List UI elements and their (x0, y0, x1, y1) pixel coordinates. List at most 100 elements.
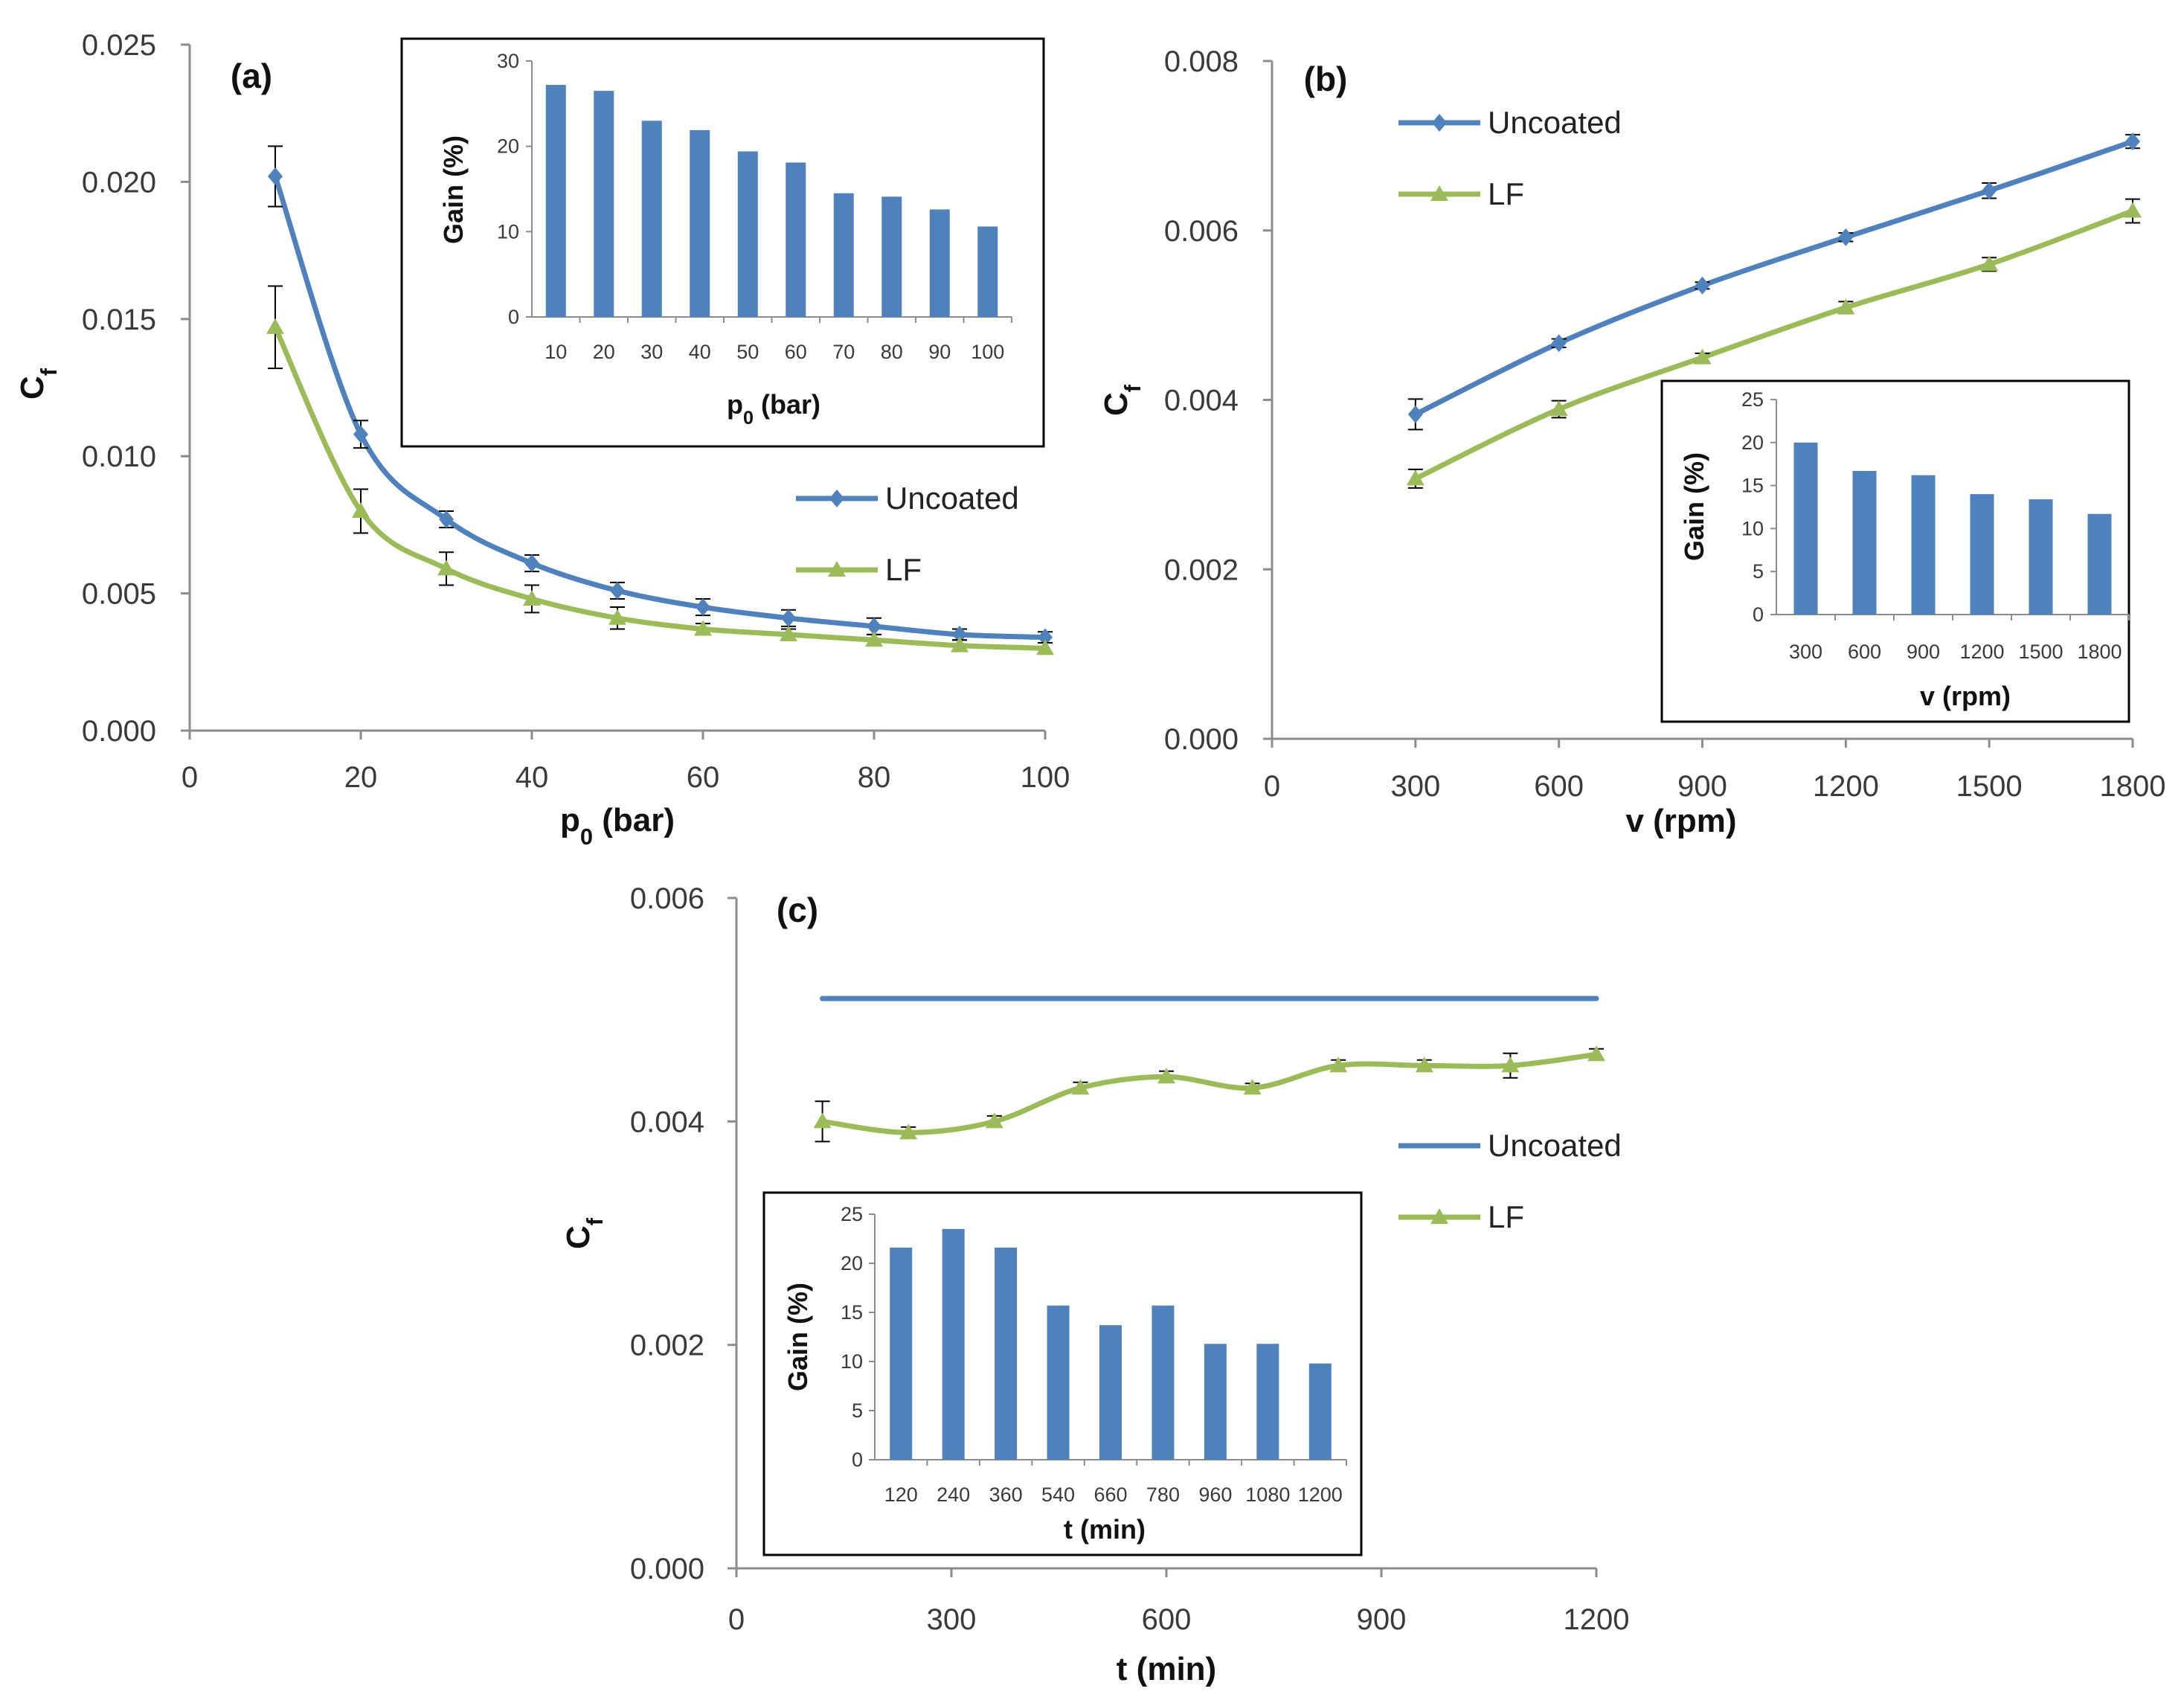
data-point (524, 554, 539, 573)
inset-y-tick-label: 10 (841, 1350, 863, 1373)
x-tick-label: 600 (1534, 770, 1584, 803)
inset-x-tick-label: 20 (593, 341, 615, 363)
inset-y-tick-label: 20 (841, 1252, 863, 1274)
x-tick-label: 60 (687, 761, 720, 794)
inset-x-axis-label: t (min) (1064, 1514, 1146, 1545)
x-tick-label: 20 (344, 761, 378, 794)
panel-a: 0.000 0.005 0.010 0.015 0.020 0.025 0 20 40 60 80 1… (14, 29, 1070, 850)
inset-bar (833, 193, 854, 317)
data-point (268, 167, 283, 186)
inset-x-tick-label: 960 (1198, 1484, 1232, 1506)
inset-y-axis-label: Gain (%) (438, 135, 469, 244)
y-tick-label: 0.002 (1164, 554, 1239, 586)
x-tick-label: 100 (1021, 761, 1070, 794)
legend-marker (828, 561, 846, 577)
x-tick-label: 300 (927, 1603, 977, 1636)
data-point (1243, 1079, 1262, 1095)
inset-bar (929, 209, 950, 317)
data-point (1415, 1056, 1433, 1073)
inset-bar (1308, 1363, 1332, 1460)
inset-x-tick-label: 80 (881, 341, 903, 363)
inset-x-tick-label: 70 (832, 341, 855, 363)
inset-x-tick-label: 1800 (2077, 641, 2122, 663)
data-point (1071, 1079, 1090, 1095)
series-line (272, 324, 1048, 651)
panel-tag: (a) (231, 57, 272, 95)
inset-x-tick-label: 1200 (1298, 1484, 1343, 1506)
inset-bar (1852, 470, 1877, 615)
y-axis-label: Cf (560, 1217, 608, 1249)
inset-bar (2029, 499, 2053, 615)
inset-bar (2087, 513, 2112, 615)
legend: Uncoated LF (1398, 105, 1622, 211)
data-point (1587, 1045, 1605, 1062)
x-tick-label: 1800 (2100, 770, 2166, 803)
data-point (1551, 334, 1567, 353)
inset-bar-chart: 0 10 20 30 10 20 30 40 50 60 70 80 90 100 p0 (bar) Gain… (400, 37, 1045, 448)
inset-x-tick-label: 900 (1907, 641, 1940, 663)
inset-y-tick-label: 10 (1741, 517, 1764, 539)
y-tick-label: 0.006 (1164, 215, 1239, 248)
inset-bar (977, 226, 998, 317)
data-point (780, 625, 797, 641)
data-point (1329, 1056, 1348, 1073)
data-point (437, 559, 455, 576)
inset-bar (786, 162, 806, 317)
inset-x-tick-label: 1080 (1245, 1484, 1290, 1506)
inset-bar-chart: 0 5 10 15 20 25 120 240 360 540 660 780 960 1080 1200 t… (762, 1191, 1363, 1556)
data-point (985, 1112, 1003, 1129)
series-line (1413, 138, 2136, 417)
data-point (2125, 132, 2140, 151)
inset-x-tick-label: 300 (1789, 641, 1822, 663)
x-tick-label: 900 (1677, 770, 1727, 803)
inset-bar (1204, 1344, 1227, 1460)
data-point (867, 617, 881, 635)
inset-y-tick-label: 0 (852, 1449, 863, 1471)
x-tick-label: 1500 (1956, 770, 2023, 803)
data-point (694, 620, 712, 636)
y-tick-label: 0.015 (82, 304, 156, 336)
data-point (951, 636, 969, 652)
y-tick-label: 0.002 (630, 1330, 704, 1362)
x-tick-label: 300 (1390, 770, 1440, 803)
y-tick-label: 0.008 (1164, 45, 1239, 78)
inset-x-tick-label: 780 (1146, 1484, 1180, 1506)
legend-marker (1430, 185, 1448, 201)
data-point (523, 589, 541, 606)
inset-bar (1152, 1305, 1175, 1460)
data-point (952, 625, 967, 644)
data-point (696, 598, 710, 617)
data-point (1157, 1068, 1175, 1084)
inset-x-tick-label: 600 (1848, 641, 1881, 663)
x-tick-label: 80 (858, 761, 891, 794)
inset-y-tick-label: 20 (497, 135, 519, 158)
y-axis-label: Cf (14, 368, 62, 400)
inset-y-tick-label: 0 (1753, 603, 1764, 626)
inset-bar (594, 91, 614, 317)
data-point (608, 609, 626, 625)
data-point (1980, 255, 1999, 272)
x-tick-label: 0 (182, 761, 198, 794)
inset-y-tick-label: 5 (1753, 560, 1764, 583)
inset-y-tick-label: 25 (1741, 388, 1764, 411)
legend-marker (1432, 114, 1447, 132)
legend: Uncoated LF (1398, 1128, 1622, 1234)
data-point (813, 1112, 832, 1129)
panel-tag: (b) (1304, 60, 1348, 98)
inset-y-tick-label: 15 (841, 1301, 863, 1324)
data-point (1837, 298, 1855, 315)
data-point (1695, 276, 1710, 295)
x-tick-label: 0 (728, 1603, 745, 1636)
data-point (266, 318, 284, 334)
panel-tag: (c) (777, 891, 818, 929)
inset-bar (881, 196, 902, 317)
inset-bar (1047, 1305, 1070, 1460)
data-point (353, 425, 368, 443)
legend-label: LF (885, 552, 922, 587)
y-tick-label: 0.025 (82, 29, 156, 62)
inset-y-tick-label: 10 (497, 220, 519, 243)
data-point (865, 631, 883, 647)
inset-y-tick-label: 30 (497, 50, 519, 72)
data-point (1982, 182, 1997, 200)
